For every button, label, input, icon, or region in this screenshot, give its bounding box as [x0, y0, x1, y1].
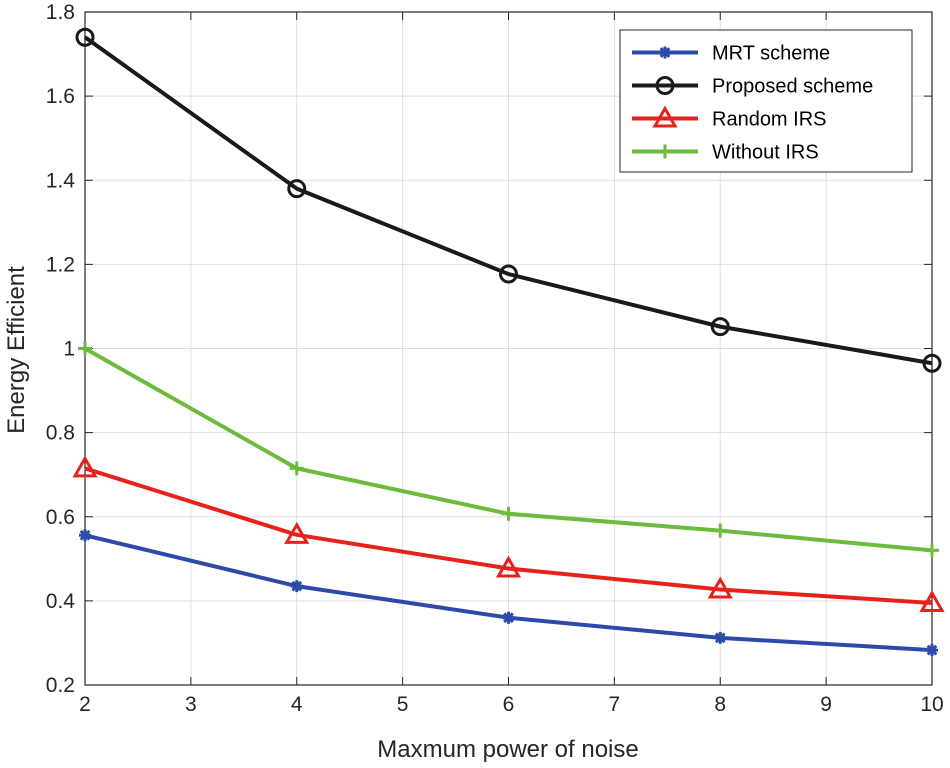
data-point-proposed-scheme: [922, 353, 942, 373]
data-point-without-irs: [925, 543, 939, 558]
x-tick-label: 2: [79, 693, 91, 716]
data-point-proposed-scheme: [75, 27, 95, 47]
y-tick-label: 0.6: [46, 506, 75, 529]
y-tick-label: 1: [63, 338, 75, 361]
y-tick-label: 1.6: [46, 85, 75, 108]
data-point-random-irs: [707, 576, 733, 599]
series-proposed-scheme: [75, 27, 942, 373]
data-point-random-irs: [284, 521, 310, 544]
y-tick-label: 1.2: [46, 253, 75, 276]
data-point-mrt-scheme: [502, 611, 515, 624]
series-random-irs: [72, 455, 945, 612]
legend-marker-mrt-scheme: [659, 46, 671, 59]
legend-label-without-irs: Without IRS: [712, 142, 819, 164]
y-tick-label: 0.8: [46, 422, 75, 445]
x-tick-label: 5: [397, 693, 409, 716]
data-point-proposed-scheme: [287, 179, 307, 199]
legend-label-random-irs: Random IRS: [712, 109, 827, 131]
data-point-without-irs: [289, 461, 304, 476]
data-point-random-irs: [495, 555, 522, 578]
legend-marker-without-irs: [658, 144, 672, 159]
series-mrt-scheme: [79, 529, 938, 657]
legend-label-proposed-scheme: Proposed scheme: [712, 76, 873, 98]
axes: 2 3 4 5 6 7 8 9 10 0.2 0.4 0.6 0.8 1 1.2 1.4 1.6 1.8: [46, 1, 944, 716]
y-tick-label: 1.8: [46, 1, 75, 24]
series-line-random-irs: [84, 466, 933, 605]
x-tick-label: 4: [291, 693, 303, 716]
legend-label-mrt-scheme: MRT scheme: [712, 43, 830, 65]
legend-entry-proposed-scheme: Proposed scheme: [632, 76, 873, 98]
series-line-proposed-scheme: [83, 35, 933, 366]
data-point-random-irs: [72, 455, 98, 478]
legend-entry-mrt-scheme: MRT scheme: [632, 43, 830, 65]
y-tick-label: 0.4: [46, 590, 76, 613]
data-point-proposed-scheme: [710, 317, 730, 337]
x-tick-label: 8: [714, 693, 726, 716]
x-tick-label: 6: [503, 693, 515, 716]
legend: MRT scheme Proposed scheme Random IRS Witho…: [619, 29, 913, 173]
legend-marker-proposed-scheme: [655, 76, 675, 95]
data-point-without-irs: [713, 523, 728, 538]
legend-entry-without-irs: Without IRS: [632, 142, 819, 164]
y-tick-label: 1.4: [46, 169, 76, 192]
series-without-irs: [78, 341, 939, 558]
y-axis-title: Energy Efficient: [3, 266, 30, 434]
series-group: [72, 27, 945, 657]
x-tick-label: 7: [609, 693, 621, 716]
data-point-mrt-scheme: [79, 529, 91, 542]
data-point-without-irs: [78, 341, 92, 356]
x-axis-title: Maxmum power of noise: [377, 736, 638, 763]
x-tick-label: 9: [820, 693, 832, 716]
data-point-without-irs: [501, 506, 516, 521]
legend-marker-random-irs: [652, 105, 678, 128]
x-tick-label: 3: [185, 693, 197, 716]
data-point-mrt-scheme: [290, 580, 303, 593]
data-point-random-irs: [919, 589, 945, 612]
data-point-mrt-scheme: [714, 631, 727, 644]
data-point-mrt-scheme: [926, 644, 938, 657]
x-tick-label: 10: [920, 693, 943, 716]
legend-entry-random-irs: Random IRS: [632, 105, 827, 131]
data-point-proposed-scheme: [499, 264, 518, 284]
y-tick-label: 0.2: [46, 674, 75, 697]
